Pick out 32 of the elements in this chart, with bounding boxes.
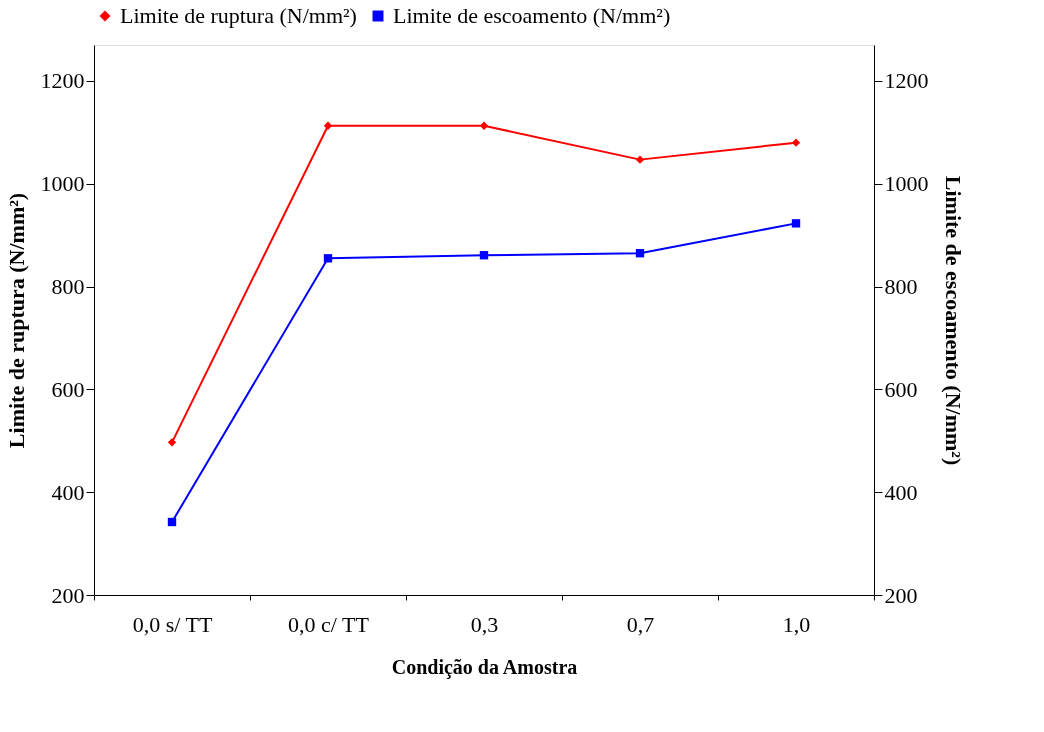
y2-tick-label: 200 bbox=[884, 582, 918, 608]
y2-tick-label: 1200 bbox=[884, 68, 929, 94]
x-tick-label: 1,0 bbox=[782, 611, 811, 637]
legend-label: Limite de escoamento (N/mm²) bbox=[393, 3, 671, 28]
x-tick-label: 0,3 bbox=[470, 611, 499, 637]
y2-tick-label: 800 bbox=[884, 274, 918, 300]
y-tick-label: 1200 bbox=[40, 68, 85, 94]
point bbox=[323, 254, 333, 263]
y-tick-label: 800 bbox=[51, 274, 85, 300]
x-tick-label: 0,7 bbox=[626, 611, 655, 637]
x-tick-label: 0,0 s/ TT bbox=[132, 611, 213, 637]
point bbox=[167, 438, 177, 447]
y-tick-label: 1000 bbox=[40, 171, 85, 197]
x-tick-label: 0,0 c/ TT bbox=[288, 611, 370, 637]
y-tick-label: 600 bbox=[51, 376, 85, 402]
y-tick-label: 200 bbox=[51, 582, 85, 608]
point bbox=[479, 121, 489, 130]
y-axis-title: Limite de ruptura (N/mm²) bbox=[3, 192, 29, 449]
point bbox=[167, 517, 177, 527]
point bbox=[635, 155, 645, 164]
y-tick-label: 400 bbox=[51, 479, 85, 505]
point bbox=[323, 121, 333, 130]
point bbox=[635, 248, 645, 258]
point bbox=[791, 138, 801, 147]
legend-label: Limite de ruptura (N/mm²) bbox=[120, 3, 357, 28]
y2-axis-title: Limite de escoamento (N/mm²) bbox=[940, 175, 966, 466]
y2-tick-label: 600 bbox=[884, 376, 918, 402]
x-axis-title: Condição da Amostra bbox=[391, 655, 578, 679]
point bbox=[791, 219, 801, 228]
point bbox=[479, 251, 489, 260]
y2-tick-label: 400 bbox=[884, 479, 918, 505]
y2-tick-label: 1000 bbox=[884, 171, 929, 197]
